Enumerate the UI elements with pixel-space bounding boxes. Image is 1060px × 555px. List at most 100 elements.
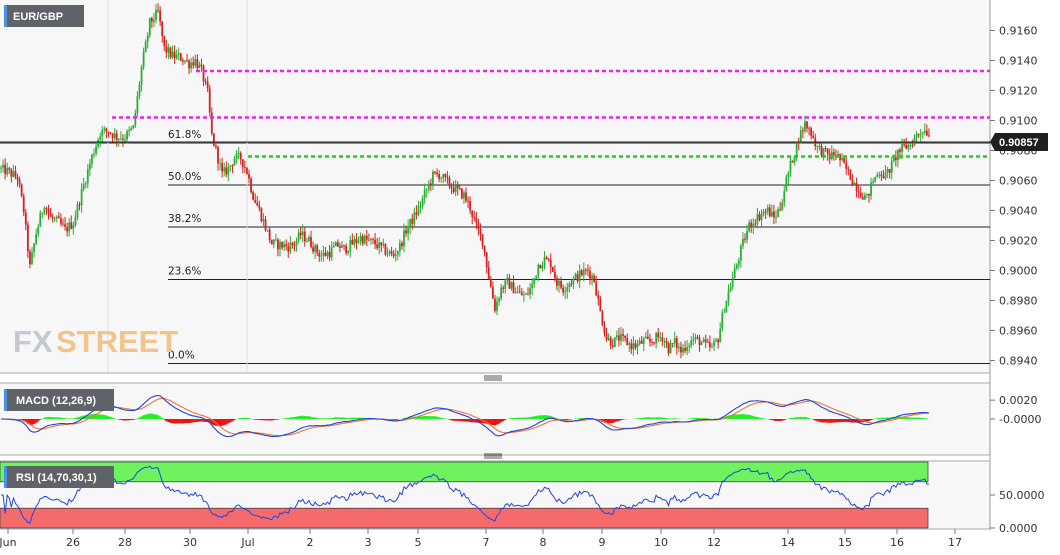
candle-body (196, 59, 199, 69)
candle-body (646, 336, 649, 339)
candle-body (822, 147, 825, 156)
candle-body (132, 125, 135, 129)
candle-body (702, 339, 705, 343)
candle-body (163, 35, 166, 46)
candle-body (310, 236, 312, 248)
time-tick-label: 30 (183, 536, 197, 549)
fib-label: 38.2% (168, 213, 201, 225)
candle-body (53, 218, 56, 220)
price-tick-label: 0.8940 (999, 355, 1038, 368)
candle-body (24, 212, 27, 225)
candle-body (2, 164, 4, 168)
candle-body (246, 167, 248, 174)
candle-body (535, 275, 538, 279)
candle-body (477, 222, 480, 230)
candle-body (522, 294, 525, 296)
candle-body (55, 216, 58, 219)
candle-body (826, 148, 829, 154)
candle-body (388, 251, 391, 255)
candle-body (473, 216, 476, 219)
candle-body (281, 242, 283, 248)
candle-body (82, 184, 85, 190)
fibonacci-levels: 61.8% 50.0% 38.2% 23.6% 0.0% (0, 0, 990, 373)
time-tick-label: 12 (707, 536, 721, 549)
candle-body (845, 162, 848, 169)
candle-body (506, 277, 509, 281)
candle-body (733, 268, 736, 279)
candle-body (764, 211, 767, 213)
candle-body (328, 252, 331, 258)
rsi-tick-label: 50.0000 (999, 489, 1045, 502)
candle-body (516, 291, 519, 293)
time-tick-label: 3 (365, 536, 372, 549)
candle-body (221, 163, 224, 172)
candle-body (72, 225, 75, 229)
candle-body (202, 65, 205, 82)
macd-indicator-badge[interactable]: MACD (12,26,9) (4, 389, 114, 411)
candle-body (39, 213, 42, 227)
candle-body (175, 54, 178, 59)
candle-body (713, 341, 715, 347)
candle-body (824, 147, 827, 149)
price-tick-label: 0.9020 (999, 235, 1038, 248)
candle-body (508, 277, 511, 289)
rsi-indicator-badge[interactable]: RSI (14,70,30,1) (4, 466, 114, 488)
candle-body (593, 275, 596, 282)
candle-body (351, 239, 354, 245)
candle-body (855, 183, 858, 192)
candle-body (357, 240, 360, 243)
candle-body (289, 242, 292, 252)
macd-panel-resize-handle[interactable] (484, 375, 502, 381)
candle-body (14, 171, 17, 177)
candle-body (717, 339, 720, 343)
candle-body (363, 235, 366, 244)
candle-body (874, 176, 877, 182)
candle-body (820, 145, 823, 156)
candle-body (227, 166, 230, 175)
candle-body (295, 240, 298, 246)
candle-body (198, 64, 201, 69)
fib-label: 61.8% (168, 129, 201, 141)
candle-body (597, 295, 600, 299)
candle-body (264, 219, 267, 230)
candle-body (694, 336, 697, 340)
candle-body (496, 301, 498, 311)
candle-body (531, 283, 534, 289)
candle-body (382, 244, 385, 246)
candle-body (899, 149, 901, 152)
candle-body (144, 41, 147, 53)
candle-body (851, 179, 854, 185)
candle-body (330, 247, 333, 258)
candle-body (603, 325, 606, 334)
candle-body (578, 270, 581, 282)
candle-body (727, 291, 730, 301)
candle-body (762, 211, 765, 215)
candle-body (225, 167, 228, 175)
candle-body (398, 243, 401, 252)
candle-body (266, 229, 269, 231)
candle-body (923, 130, 926, 133)
candle-body (407, 226, 410, 234)
candle-body (723, 311, 726, 313)
svg-text:STREET: STREET (56, 324, 178, 359)
candle-body (469, 201, 472, 211)
candle-body (725, 300, 728, 312)
macd-plot (0, 394, 931, 438)
time-tick-label: 15 (838, 536, 852, 549)
candle-body (403, 230, 405, 247)
rsi-panel-resize-handle[interactable] (484, 453, 502, 459)
candle-body (421, 198, 424, 207)
candle-body (208, 88, 211, 113)
symbol-label: EUR/GBP (13, 11, 63, 23)
candle-body (779, 209, 782, 210)
symbol-badge[interactable]: EUR/GBP (4, 5, 84, 27)
candle-body (570, 283, 573, 285)
candle-body (157, 9, 159, 11)
candle-body (0, 167, 2, 169)
candle-body (768, 207, 771, 217)
candle-body (432, 171, 434, 185)
macd-tick-label: -0.0000 (999, 413, 1041, 426)
price-panel (0, 0, 990, 373)
candle-body (62, 223, 64, 225)
time-tick-label: 28 (118, 536, 132, 549)
